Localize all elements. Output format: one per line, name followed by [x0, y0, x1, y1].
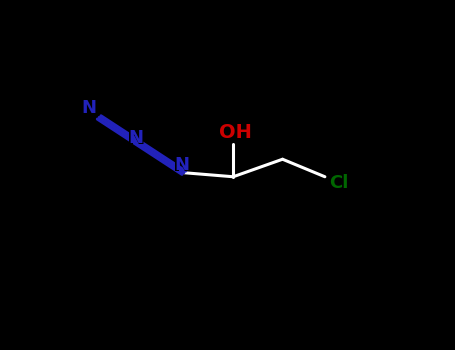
- Text: N: N: [175, 156, 190, 174]
- Text: N: N: [127, 128, 146, 148]
- Text: N: N: [79, 98, 98, 118]
- Text: N: N: [81, 99, 96, 117]
- Text: N: N: [129, 129, 144, 147]
- Text: N: N: [173, 155, 191, 175]
- Text: Cl: Cl: [329, 175, 349, 193]
- Text: OH: OH: [218, 123, 252, 142]
